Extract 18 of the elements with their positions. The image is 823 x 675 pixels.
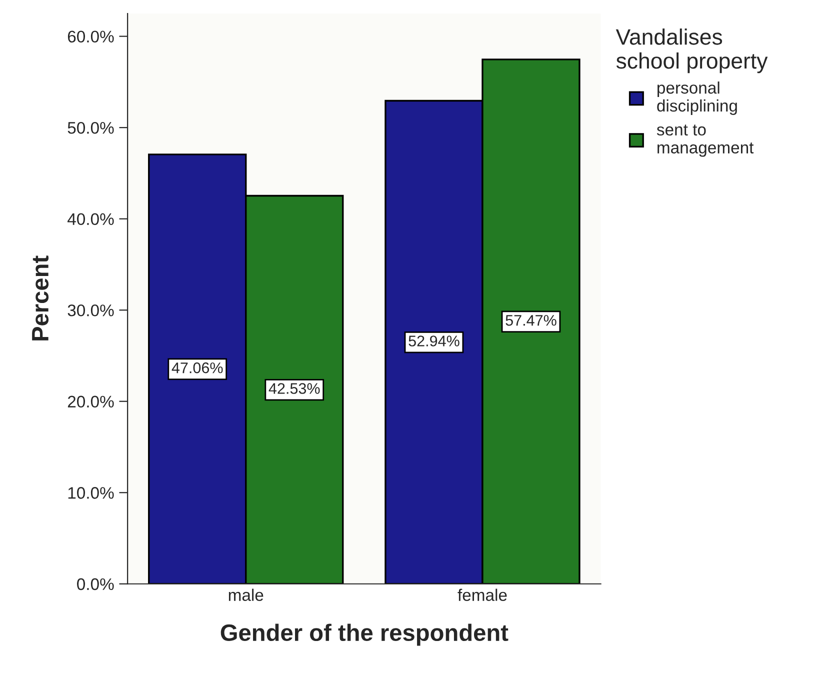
data-label: 42.53%	[268, 383, 320, 394]
y-tick-label: 20.0%	[68, 396, 114, 408]
legend-title: Vandalises school property	[616, 28, 768, 74]
y-tick-label: 40.0%	[68, 213, 114, 226]
data-label: 52.94%	[408, 336, 460, 346]
x-axis-title: Gender of the respondent	[220, 624, 508, 646]
y-axis-title: Percent	[32, 256, 49, 340]
legend-label: personal disciplining	[657, 81, 737, 115]
y-tick-label: 50.0%	[68, 122, 114, 134]
y-tick-label: 0.0%	[77, 578, 114, 590]
data-label: 57.47%	[506, 314, 556, 326]
y-tick-label: 60.0%	[68, 30, 114, 43]
data-label: 47.06%	[172, 362, 223, 374]
x-tick-label: female	[458, 588, 507, 601]
y-tick-label: 30.0%	[68, 304, 114, 316]
legend-label: sent to management	[656, 124, 754, 157]
x-tick-label: male	[228, 588, 264, 601]
y-tick-label: 10.0%	[68, 487, 114, 499]
